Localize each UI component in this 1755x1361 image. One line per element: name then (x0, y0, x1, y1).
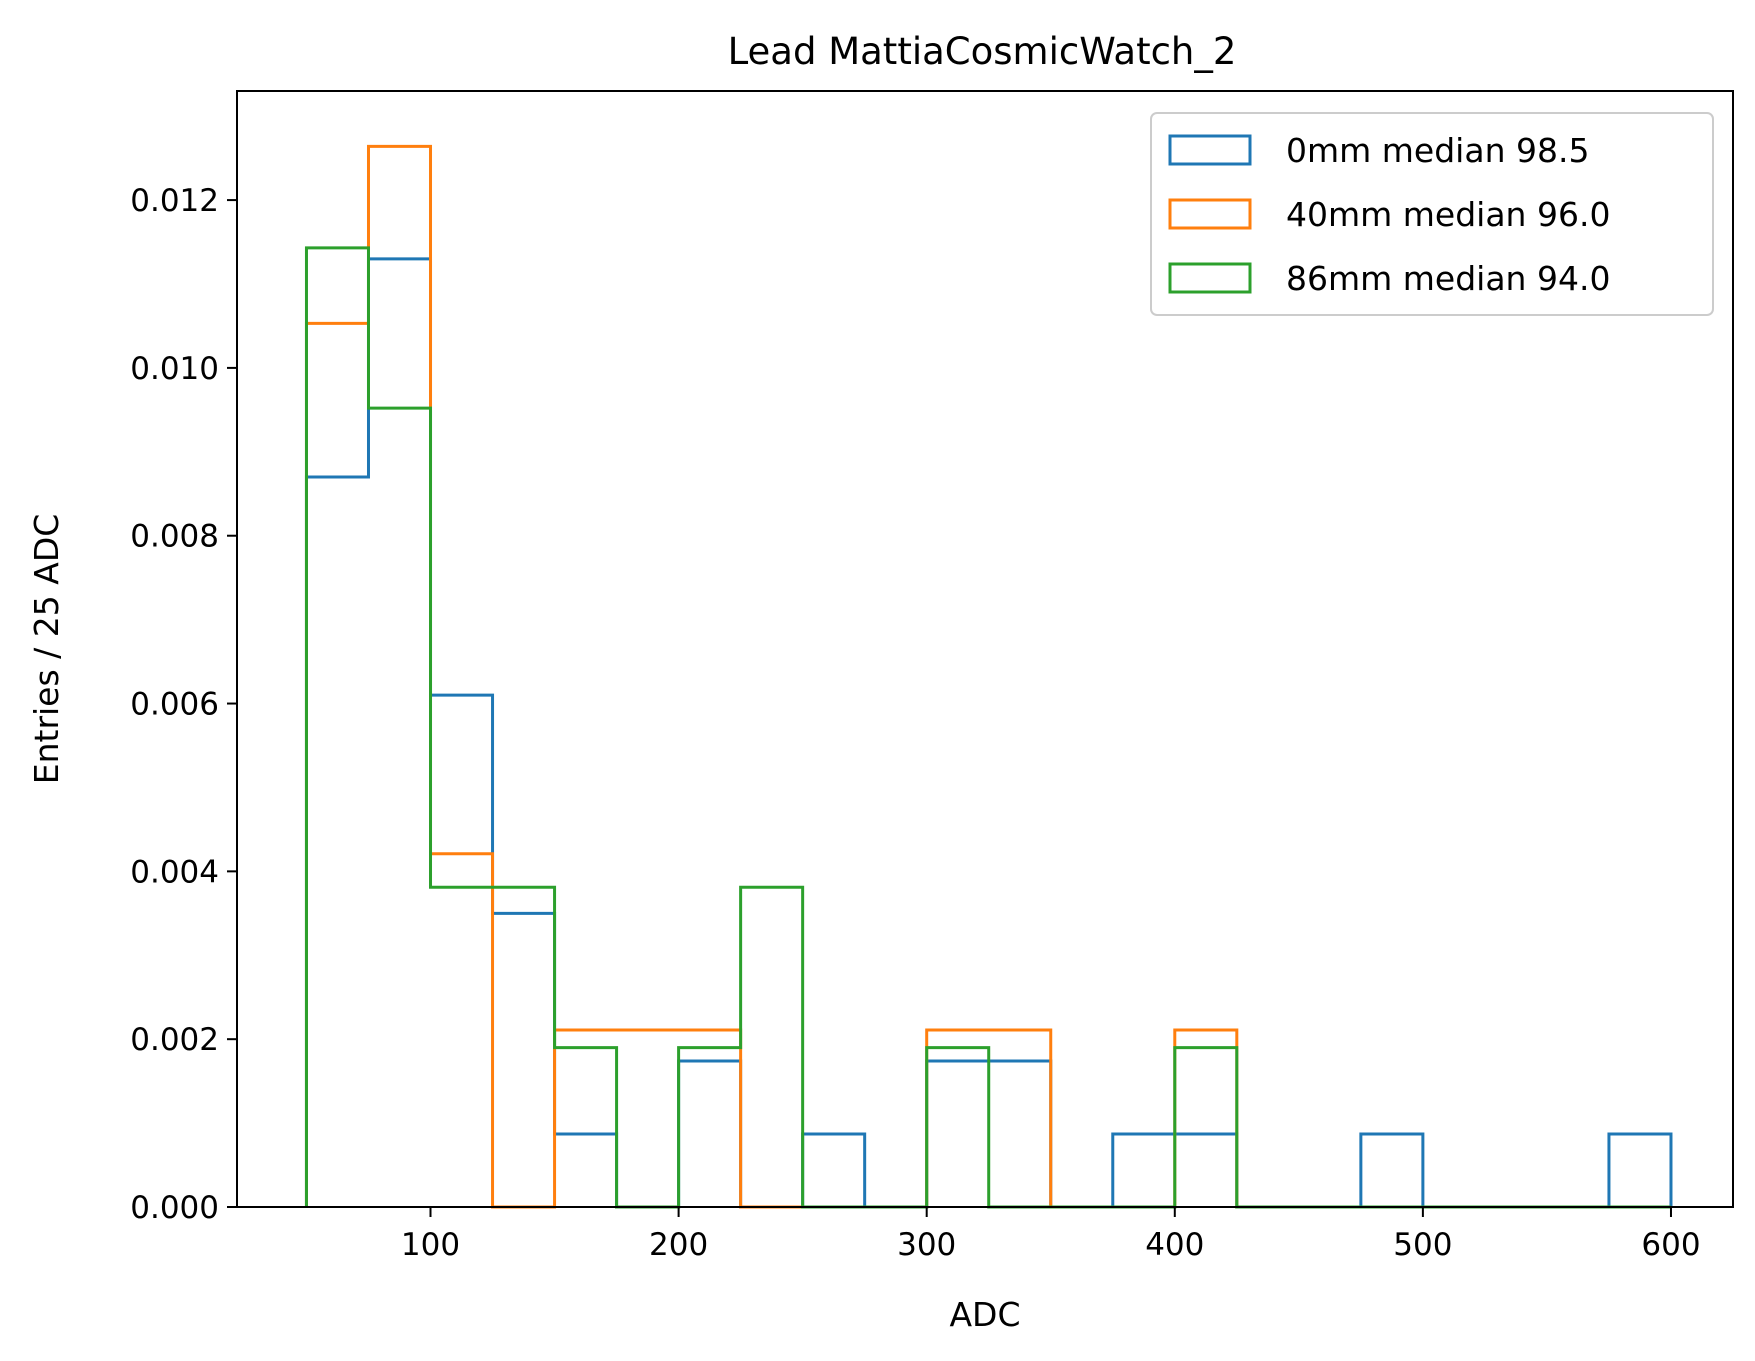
legend-label-1: 40mm median 96.0 (1286, 195, 1610, 234)
x-tick-label: 400 (1145, 1227, 1204, 1263)
legend-swatch-1 (1168, 198, 1252, 230)
y-axis-label: Entries / 25 ADC (27, 514, 66, 785)
y-axis-ticks: 0.000 0.002 0.004 0.006 0.008 0.010 0.012 (130, 183, 237, 1226)
x-tick-label: 200 (649, 1227, 708, 1263)
legend-swatch-0 (1168, 134, 1252, 166)
y-tick-label: 0.004 (130, 854, 219, 890)
plot-frame (236, 90, 1734, 1208)
x-axis-ticks: 100 200 300 400 500 600 (401, 1207, 1701, 1263)
y-tick-label: 0.010 (130, 351, 219, 387)
x-tick-label: 500 (1393, 1227, 1452, 1263)
y-tick-label: 0.006 (130, 687, 219, 723)
x-axis-label: ADC (949, 1295, 1020, 1334)
y-tick-label: 0.012 (130, 183, 219, 219)
chart-title: Lead MattiaCosmicWatch_2 (728, 30, 1237, 73)
y-tick-label: 0.000 (130, 1190, 219, 1226)
legend-swatch-2 (1168, 262, 1252, 294)
x-tick-label: 100 (401, 1227, 460, 1263)
legend: 0mm median 98.5 40mm median 96.0 86mm medi… (1150, 112, 1714, 316)
x-tick-label: 600 (1641, 1227, 1700, 1263)
y-tick-label: 0.002 (130, 1022, 219, 1058)
legend-label-0: 0mm median 98.5 (1286, 131, 1589, 170)
legend-box (1150, 112, 1714, 316)
legend-label-2: 86mm median 94.0 (1286, 259, 1610, 298)
x-tick-label: 300 (897, 1227, 956, 1263)
y-tick-label: 0.008 (130, 519, 219, 555)
